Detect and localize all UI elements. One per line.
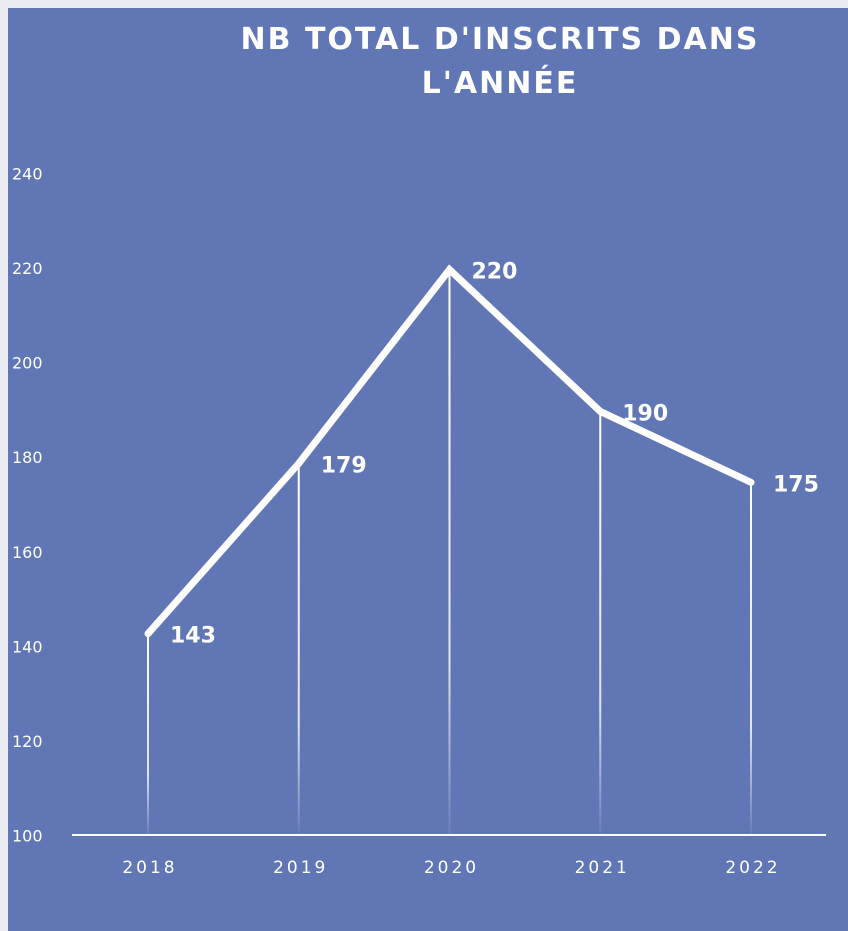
data-label: 143 — [170, 624, 216, 649]
y-tick-label: 140 — [12, 637, 43, 656]
y-tick-label: 220 — [12, 259, 43, 278]
data-label: 179 — [321, 453, 367, 478]
x-tick-label: 2022 — [725, 858, 780, 878]
data-label: 220 — [472, 260, 518, 285]
chart-title: NB TOTAL D'INSCRITS DANS L'ANNÉE — [240, 22, 760, 101]
x-tick-label: 2021 — [575, 858, 630, 878]
drop-line — [448, 269, 451, 835]
data-line — [144, 264, 755, 638]
x-tick-label: 2020 — [424, 858, 479, 878]
drop-line — [297, 463, 300, 834]
x-tick-label: 2019 — [273, 858, 328, 878]
data-label: 190 — [622, 401, 668, 426]
x-tick-label: 2018 — [122, 858, 177, 878]
y-tick-label: 180 — [12, 448, 43, 467]
y-tick-label: 160 — [12, 543, 43, 562]
drop-line — [599, 411, 602, 834]
y-tick-label: 120 — [12, 732, 43, 751]
drop-line — [750, 482, 752, 834]
data-label: 175 — [773, 472, 819, 497]
y-tick-label: 240 — [12, 165, 43, 184]
y-tick-label: 100 — [12, 827, 43, 846]
drop-line — [147, 633, 149, 834]
y-tick-label: 200 — [12, 354, 43, 373]
